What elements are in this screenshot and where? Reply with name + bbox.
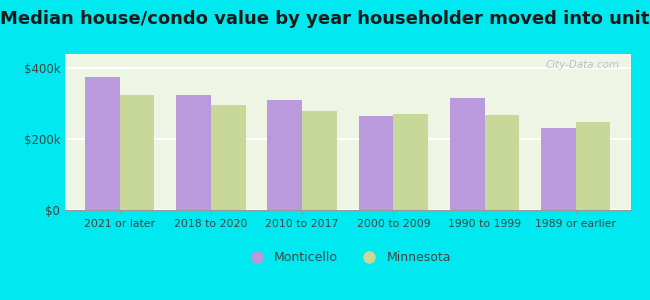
Bar bbox=[576, 122, 610, 210]
Bar bbox=[359, 116, 393, 210]
Bar bbox=[450, 98, 484, 210]
Bar bbox=[393, 114, 428, 210]
Bar bbox=[176, 95, 211, 210]
Bar bbox=[541, 128, 576, 210]
Bar bbox=[85, 77, 120, 210]
Bar bbox=[120, 95, 155, 210]
Bar bbox=[211, 105, 246, 210]
Bar bbox=[268, 100, 302, 210]
Legend: Monticello, Minnesota: Monticello, Minnesota bbox=[239, 246, 456, 269]
Text: Median house/condo value by year householder moved into unit: Median house/condo value by year househo… bbox=[0, 11, 650, 28]
Bar bbox=[302, 111, 337, 210]
Bar bbox=[484, 115, 519, 210]
Text: City-Data.com: City-Data.com bbox=[545, 60, 619, 70]
